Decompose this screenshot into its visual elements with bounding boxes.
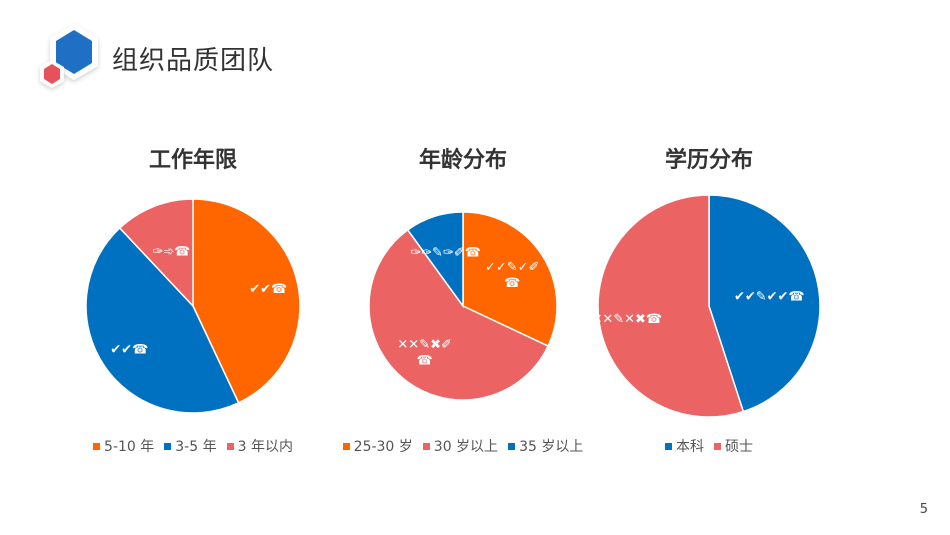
legend-swatch <box>342 442 350 450</box>
legend-item: 5-10 年 <box>93 436 154 456</box>
chart-title: 年龄分布 <box>418 148 507 173</box>
pie-slice <box>462 211 558 348</box>
legend-swatch <box>508 442 516 450</box>
slide-title: 组织品质团队 <box>112 46 275 76</box>
legend-label: 25-30 岁 <box>353 439 413 455</box>
pie-slice <box>368 228 550 401</box>
legend-item: 3 年以内 <box>226 436 293 456</box>
legend-label: 30 岁以上 <box>433 439 499 455</box>
slice-label: ✑✑✎✑✐☎ <box>410 245 481 260</box>
legend-label: 3-5 年 <box>175 439 217 455</box>
hexagon-logo-icon <box>40 24 98 88</box>
legend-label: 本科 <box>676 439 704 455</box>
logo-red-hexagon <box>44 64 60 84</box>
pie-chart-education: 学历分布 ✔✔✎✔✔☎ ✕✕✎✕✖☎ 本科 硕士 <box>579 138 839 468</box>
slice-label: ✑➾☎ <box>152 244 190 259</box>
pie-slice <box>597 194 745 418</box>
slice-label: ✕✕✎✕✖☎ <box>591 312 662 327</box>
slice-label: ✔✔✎✔✔☎ <box>734 289 805 304</box>
legend-swatch <box>93 442 101 450</box>
slice-label: ✓✓✎✓✐ ☎ <box>485 260 539 291</box>
legend-item: 3-5 年 <box>164 436 217 456</box>
legend: 25-30 岁 30 岁以上 35 岁以上 <box>313 436 613 456</box>
legend: 5-10 年 3-5 年 3 年以内 <box>43 436 343 456</box>
pie-plot: ✓✓✎✓✐ ☎ ✕✕✎✖✐ ☎ ✑✑✎✑✐☎ <box>368 211 558 401</box>
legend-swatch <box>714 442 721 450</box>
pie-slice <box>118 198 194 308</box>
chart-title: 工作年限 <box>148 148 237 173</box>
pie-slice <box>85 226 240 414</box>
logo-blue-hexagon <box>56 30 92 74</box>
slice-label: ✔✔☎ <box>249 282 287 297</box>
legend-swatch <box>164 442 172 450</box>
legend-item: 30 岁以上 <box>422 436 499 456</box>
legend-swatch <box>422 442 430 450</box>
slice-label: ✕✕✎✖✐ ☎ <box>397 337 451 368</box>
pie-plot: ✔✔✎✔✔☎ ✕✕✎✕✖☎ <box>591 194 821 418</box>
legend-item: 本科 <box>665 436 704 456</box>
legend-item: 35 岁以上 <box>508 436 583 456</box>
pie-chart-work-years: 工作年限 ✔✔☎ ✔✔☎ ✑➾☎ 5-10 年 3-5 年 3 年以内 <box>63 138 323 468</box>
pie-chart-age: 年龄分布 ✓✓✎✓✐ ☎ ✕✕✎✖✐ ☎ ✑✑✎✑✐☎ 25-30 岁 30 岁以上 35 … <box>333 138 593 468</box>
page-number: 5 <box>919 502 928 517</box>
pie-slice <box>192 198 301 404</box>
legend-label: 3 年以内 <box>237 439 293 455</box>
legend-label: 硕士 <box>725 439 753 455</box>
legend-item: 25-30 岁 <box>342 436 413 456</box>
slice-label: ✔✔☎ <box>110 342 148 357</box>
chart-title: 学历分布 <box>664 148 753 173</box>
legend-label: 5-10 年 <box>104 439 155 455</box>
pie-slice <box>708 194 821 413</box>
legend-swatch <box>665 442 672 450</box>
legend-swatch <box>226 442 234 450</box>
legend: 本科 硕士 <box>559 436 859 456</box>
legend-item: 硕士 <box>714 436 753 456</box>
legend-label: 35 岁以上 <box>519 439 584 455</box>
pie-plot: ✔✔☎ ✔✔☎ ✑➾☎ <box>85 198 301 414</box>
pie-slice <box>406 211 464 309</box>
